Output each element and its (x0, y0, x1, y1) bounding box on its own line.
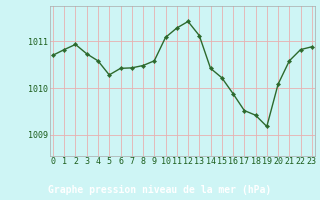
Text: Graphe pression niveau de la mer (hPa): Graphe pression niveau de la mer (hPa) (48, 185, 272, 195)
